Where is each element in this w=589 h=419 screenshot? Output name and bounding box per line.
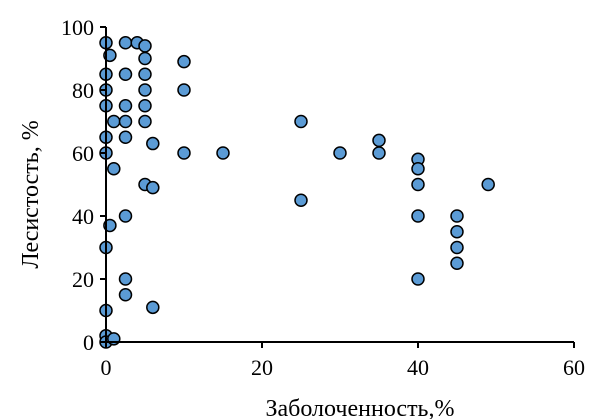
data-point xyxy=(118,114,133,129)
x-axis-label: Заболоченность,% xyxy=(265,396,454,419)
y-tick-label: 0 xyxy=(83,330,94,355)
data-point xyxy=(146,300,160,315)
data-point xyxy=(118,130,133,144)
data-point xyxy=(118,67,133,81)
data-point xyxy=(138,99,152,113)
y-axis-label: Лесистость, % xyxy=(18,120,44,268)
data-point xyxy=(138,51,152,66)
data-point xyxy=(411,162,425,176)
data-point xyxy=(216,146,230,160)
data-point xyxy=(138,39,152,53)
data-point xyxy=(138,114,152,129)
points-layer xyxy=(99,36,495,349)
data-point xyxy=(146,180,160,195)
data-point xyxy=(177,54,191,69)
data-point xyxy=(138,83,152,97)
data-point xyxy=(333,146,347,160)
data-point xyxy=(118,288,133,302)
y-tick-label: 100 xyxy=(61,15,94,40)
x-tick-label: 60 xyxy=(563,355,585,380)
data-point xyxy=(372,133,386,148)
data-point xyxy=(411,177,425,192)
data-point xyxy=(450,240,464,255)
data-point xyxy=(107,332,121,346)
x-ticks: 0 20 40 60 xyxy=(101,342,585,380)
data-point xyxy=(294,114,308,129)
data-point xyxy=(481,177,495,192)
y-tick-label: 60 xyxy=(72,141,94,166)
data-point xyxy=(118,272,133,286)
data-point xyxy=(450,256,464,270)
data-point xyxy=(118,209,133,223)
x-tick-label: 20 xyxy=(251,355,273,380)
data-point xyxy=(411,209,425,223)
y-tick-label: 20 xyxy=(72,267,94,292)
x-tick-label: 40 xyxy=(407,355,429,380)
data-point xyxy=(450,209,464,223)
data-point xyxy=(177,83,191,97)
x-tick-label: 0 xyxy=(101,355,112,380)
data-point xyxy=(138,67,152,81)
data-point xyxy=(372,146,386,160)
data-point xyxy=(107,114,121,129)
data-point xyxy=(411,272,425,286)
data-point xyxy=(146,136,160,151)
data-point xyxy=(107,162,121,176)
data-point xyxy=(118,99,133,113)
data-point xyxy=(294,193,308,207)
y-tick-label: 80 xyxy=(72,78,94,103)
data-point xyxy=(450,225,464,239)
data-point xyxy=(177,146,191,160)
data-point xyxy=(118,36,133,50)
y-tick-label: 40 xyxy=(72,204,94,229)
y-ticks: 0 20 40 60 80 100 xyxy=(61,15,106,355)
